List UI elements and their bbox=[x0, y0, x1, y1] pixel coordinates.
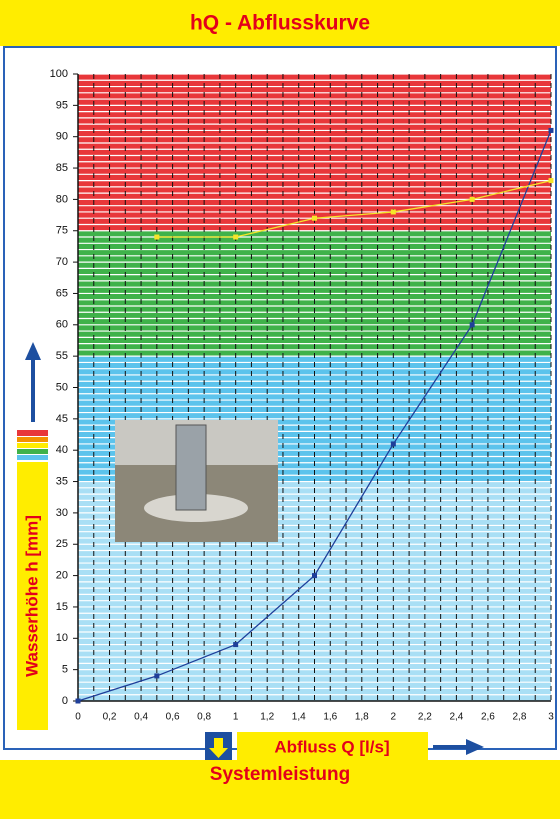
photo-pipe bbox=[175, 424, 207, 511]
x-axis-label: Abfluss Q [l/s] bbox=[274, 737, 389, 756]
y-axis-label: Wasserhöhe h [mm] bbox=[22, 515, 41, 677]
legend-stripe bbox=[17, 430, 48, 436]
y-tick-label: 40 bbox=[56, 444, 68, 456]
legend-stripe bbox=[17, 455, 48, 460]
point bbox=[312, 573, 317, 579]
point bbox=[469, 196, 475, 202]
legend-stripe bbox=[17, 449, 48, 454]
point bbox=[233, 234, 239, 240]
point bbox=[233, 642, 239, 648]
x-tick-label: 1,8 bbox=[355, 712, 369, 723]
x-icon-arrow bbox=[209, 738, 228, 758]
x-tick-label: 0 bbox=[75, 712, 81, 723]
point bbox=[390, 209, 396, 215]
y-tick-label: 55 bbox=[56, 350, 68, 362]
x-tick-label: 1 bbox=[233, 712, 239, 723]
x-tick-label: 0,8 bbox=[197, 712, 211, 723]
x-tick-label: 3 bbox=[548, 712, 554, 723]
chart-title: hQ - Abflusskurve bbox=[190, 12, 370, 35]
y-tick-label: 85 bbox=[56, 162, 68, 174]
x-tick-label: 0,4 bbox=[134, 712, 148, 723]
y-tick-label: 15 bbox=[56, 601, 68, 613]
x-tick-label: 2,2 bbox=[418, 712, 432, 723]
y-tick-label: 30 bbox=[56, 507, 68, 519]
y-tick-label: 60 bbox=[56, 319, 68, 331]
plot: 0 0,2 0,4 0,6 0,8 1 1,2 1,4 1,6 1,8 2 2,2 2,4 2,6 2,8 3… bbox=[50, 68, 555, 723]
point bbox=[390, 441, 396, 447]
y-tick-label: 45 bbox=[56, 413, 68, 425]
x-tick-label: 1,2 bbox=[260, 712, 274, 723]
point bbox=[548, 178, 554, 184]
y-tick-label: 80 bbox=[56, 193, 68, 205]
y-tick-label: 35 bbox=[56, 475, 68, 487]
y-label-box bbox=[17, 462, 48, 730]
point bbox=[469, 322, 475, 328]
series-line bbox=[156, 179, 552, 238]
y-tick-label: 0 bbox=[62, 695, 68, 707]
legend-stripe bbox=[17, 443, 48, 448]
y-tick-label: 50 bbox=[56, 381, 68, 393]
y-tick-label: 90 bbox=[56, 131, 68, 143]
point bbox=[154, 673, 160, 679]
point bbox=[75, 698, 81, 704]
band bbox=[78, 74, 551, 231]
y-tick-label: 65 bbox=[56, 287, 68, 299]
x-tick-label: 1,6 bbox=[323, 712, 337, 723]
y-tick-label: 10 bbox=[56, 632, 68, 644]
x-tick-label: 2 bbox=[391, 712, 397, 723]
point bbox=[312, 215, 317, 221]
legend-stripe bbox=[17, 437, 48, 442]
y-tick-label: 95 bbox=[56, 99, 68, 111]
y-tick-label: 20 bbox=[56, 570, 68, 582]
y-tick-label: 25 bbox=[56, 538, 68, 550]
x-label-box bbox=[237, 732, 428, 763]
y-tick-label: 75 bbox=[56, 225, 68, 237]
x-tick-label: 2,4 bbox=[449, 712, 463, 723]
caption-bar bbox=[0, 760, 560, 819]
point bbox=[548, 127, 554, 133]
x-tick-label: 0,2 bbox=[103, 712, 117, 723]
x-tick-label: 2,8 bbox=[513, 712, 527, 723]
x-arrow-head bbox=[466, 739, 484, 755]
x-tick-label: 2,6 bbox=[481, 712, 495, 723]
y-arrow-head bbox=[25, 342, 41, 360]
point bbox=[154, 234, 160, 240]
y-tick-label: 70 bbox=[56, 256, 68, 268]
x-tick-label: 1,4 bbox=[292, 712, 306, 723]
y-tick-label: 100 bbox=[50, 68, 68, 80]
title-bar bbox=[0, 0, 560, 46]
x-tick-label: 0,6 bbox=[166, 712, 180, 723]
y-tick-label: 5 bbox=[62, 664, 68, 676]
caption: Systemleistung bbox=[210, 764, 350, 785]
